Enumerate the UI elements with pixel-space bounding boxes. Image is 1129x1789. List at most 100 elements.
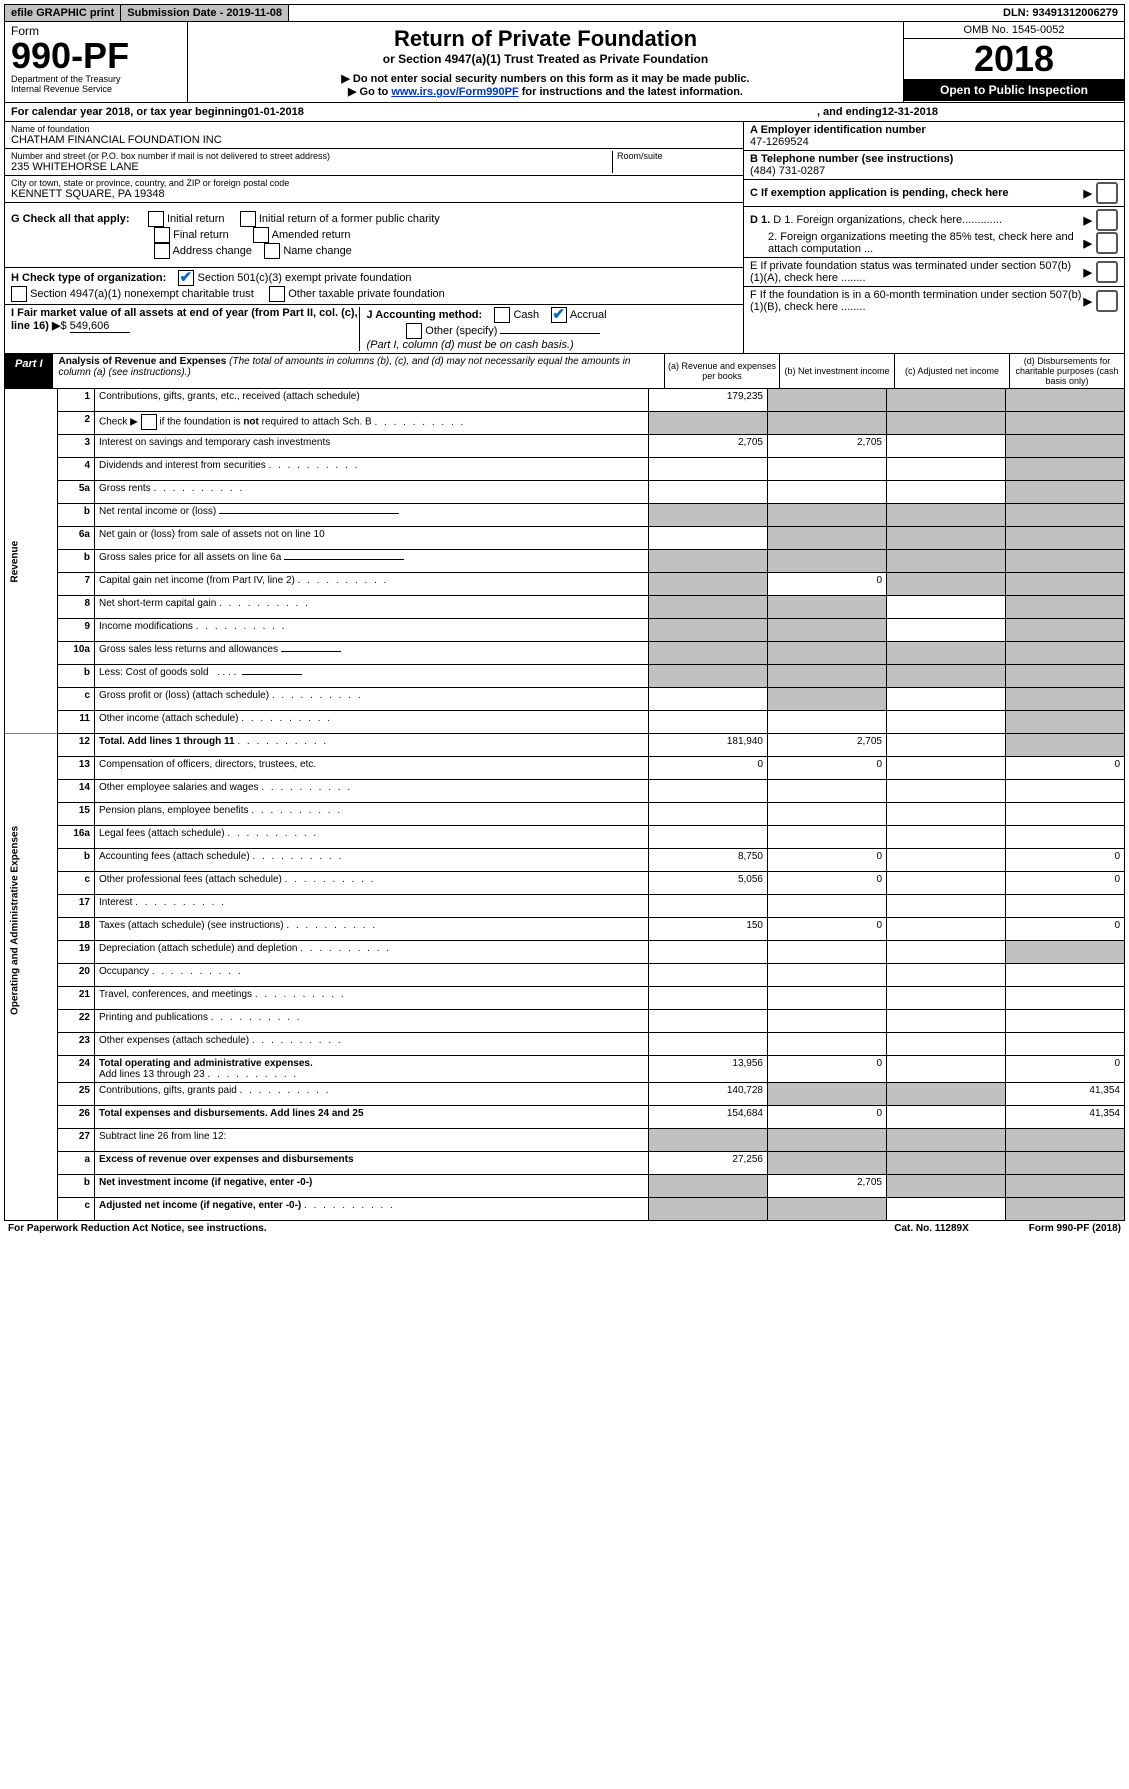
form-subtitle: or Section 4947(a)(1) Trust Treated as P… xyxy=(192,52,899,66)
top-bar: efile GRAPHIC print Submission Date - 20… xyxy=(4,4,1125,22)
table-row: 6aNet gain or (loss) from sale of assets… xyxy=(5,527,1125,550)
table-row: 2 Check ▶ if the foundation is not requi… xyxy=(5,412,1125,435)
d1-checkbox[interactable] xyxy=(1096,209,1118,231)
line-1-b xyxy=(768,389,887,412)
tax-year: 2018 xyxy=(904,39,1124,79)
line-3-a: 2,705 xyxy=(649,435,768,458)
table-row: bGross sales price for all assets on lin… xyxy=(5,550,1125,573)
other-taxable-label: Other taxable private foundation xyxy=(288,288,445,300)
part1-title: Analysis of Revenue and Expenses xyxy=(59,356,227,367)
open-public-badge: Open to Public Inspection xyxy=(904,79,1124,101)
street-address: 235 WHITEHORSE LANE xyxy=(11,161,612,173)
final-return-checkbox[interactable] xyxy=(154,227,170,243)
address-change-checkbox[interactable] xyxy=(154,243,170,259)
year-end: 12-31-2018 xyxy=(882,106,938,118)
initial-former-label: Initial return of a former public charit… xyxy=(259,213,440,225)
j-label: J Accounting method: xyxy=(366,309,482,321)
table-row: bNet rental income or (loss) xyxy=(5,504,1125,527)
form-header: Form 990-PF Department of the Treasury I… xyxy=(4,22,1125,103)
table-row: bAccounting fees (attach schedule) 8,750… xyxy=(5,849,1125,872)
c-pending-label: C If exemption application is pending, c… xyxy=(750,187,1084,199)
other-method-label: Other (specify) xyxy=(425,325,497,337)
cash-checkbox[interactable] xyxy=(494,307,510,323)
initial-return-checkbox[interactable] xyxy=(148,211,164,227)
irs-label: Internal Revenue Service xyxy=(11,84,181,94)
paperwork-notice: For Paperwork Reduction Act Notice, see … xyxy=(8,1223,267,1234)
fmv-value: 549,606 xyxy=(70,320,130,333)
line-1-d xyxy=(1006,389,1125,412)
name-label: Name of foundation xyxy=(11,124,737,134)
opex-section-label: Operating and Administrative Expenses xyxy=(5,757,58,1083)
table-row: 8Net short-term capital gain xyxy=(5,596,1125,619)
line-7-b: 0 xyxy=(768,573,887,596)
other-taxable-checkbox[interactable] xyxy=(269,286,285,302)
addr-label: Number and street (or P.O. box number if… xyxy=(11,151,612,161)
cash-label: Cash xyxy=(513,309,539,321)
calendar-prefix: For calendar year 2018, or tax year begi… xyxy=(11,106,248,118)
h-label: H Check type of organization: xyxy=(11,272,166,284)
table-row: cAdjusted net income (if negative, enter… xyxy=(5,1198,1125,1221)
4947-checkbox[interactable] xyxy=(11,286,27,302)
amended-return-label: Amended return xyxy=(272,229,351,241)
table-row: 15Pension plans, employee benefits xyxy=(5,803,1125,826)
table-row: 26Total expenses and disbursements. Add … xyxy=(5,1106,1125,1129)
other-method-checkbox[interactable] xyxy=(406,323,422,339)
table-row: cOther professional fees (attach schedul… xyxy=(5,872,1125,895)
line-3-no: 3 xyxy=(58,435,95,458)
j-note: (Part I, column (d) must be on cash basi… xyxy=(366,339,573,351)
501c3-checkbox[interactable] xyxy=(178,270,194,286)
table-row: bNet investment income (if negative, ent… xyxy=(5,1175,1125,1198)
final-return-label: Final return xyxy=(173,229,229,241)
col-b-header: (b) Net investment income xyxy=(779,354,894,388)
b-phone-label: B Telephone number (see instructions) xyxy=(750,153,953,165)
table-row: 5aGross rents xyxy=(5,481,1125,504)
instructions-link[interactable]: www.irs.gov/Form990PF xyxy=(391,86,518,98)
goto-prefix: ▶ Go to xyxy=(348,86,391,98)
city-label: City or town, state or province, country… xyxy=(11,178,737,188)
table-row: 20Occupancy xyxy=(5,964,1125,987)
city-state-zip: KENNETT SQUARE, PA 19348 xyxy=(11,188,737,200)
table-row: 27Subtract line 26 from line 12: xyxy=(5,1129,1125,1152)
table-row: 19Depreciation (attach schedule) and dep… xyxy=(5,941,1125,964)
accrual-checkbox[interactable] xyxy=(551,307,567,323)
line-3-b: 2,705 xyxy=(768,435,887,458)
efile-print-button[interactable]: efile GRAPHIC print xyxy=(5,5,121,21)
4947-label: Section 4947(a)(1) nonexempt charitable … xyxy=(30,288,254,300)
dln-number: DLN: 93491312006279 xyxy=(997,5,1124,21)
table-row: aExcess of revenue over expenses and dis… xyxy=(5,1152,1125,1175)
f-checkbox[interactable] xyxy=(1096,290,1118,312)
part1-lines-table: Revenue 1 Contributions, gifts, grants, … xyxy=(4,389,1125,1221)
e-terminated-label: E If private foundation status was termi… xyxy=(750,260,1084,284)
line-3-d xyxy=(1006,435,1125,458)
a-ein-label: A Employer identification number xyxy=(750,124,926,136)
amended-return-checkbox[interactable] xyxy=(253,227,269,243)
c-pending-checkbox[interactable] xyxy=(1096,182,1118,204)
schb-checkbox[interactable] xyxy=(141,414,157,430)
initial-former-checkbox[interactable] xyxy=(240,211,256,227)
table-row: 14Other employee salaries and wages xyxy=(5,780,1125,803)
table-row: 11Other income (attach schedule) xyxy=(5,711,1125,734)
table-row: 22Printing and publications xyxy=(5,1010,1125,1033)
table-row: 7Capital gain net income (from Part IV, … xyxy=(5,573,1125,596)
d2-checkbox[interactable] xyxy=(1096,232,1118,254)
i-label: I Fair market value of all assets at end… xyxy=(11,307,358,332)
initial-return-label: Initial return xyxy=(167,213,224,225)
g-label: G Check all that apply: xyxy=(11,213,130,225)
room-label: Room/suite xyxy=(617,151,737,161)
table-row: 23Other expenses (attach schedule) xyxy=(5,1033,1125,1056)
name-change-label: Name change xyxy=(283,245,352,257)
501c3-label: Section 501(c)(3) exempt private foundat… xyxy=(198,272,412,284)
part1-label: Part I xyxy=(5,354,53,388)
table-row: 3 Interest on savings and temporary cash… xyxy=(5,435,1125,458)
table-row: 18Taxes (attach schedule) (see instructi… xyxy=(5,918,1125,941)
cat-no: Cat. No. 11289X xyxy=(894,1223,968,1234)
part1-header: Part I Analysis of Revenue and Expenses … xyxy=(4,354,1125,389)
calendar-year-row: For calendar year 2018, or tax year begi… xyxy=(4,103,1125,122)
e-checkbox[interactable] xyxy=(1096,261,1118,283)
name-change-checkbox[interactable] xyxy=(264,243,280,259)
col-d-header: (d) Disbursements for charitable purpose… xyxy=(1009,354,1124,388)
table-row: 4Dividends and interest from securities xyxy=(5,458,1125,481)
table-row: Revenue 1 Contributions, gifts, grants, … xyxy=(5,389,1125,412)
line-1-c xyxy=(887,389,1006,412)
phone-value: (484) 731-0287 xyxy=(750,165,825,177)
